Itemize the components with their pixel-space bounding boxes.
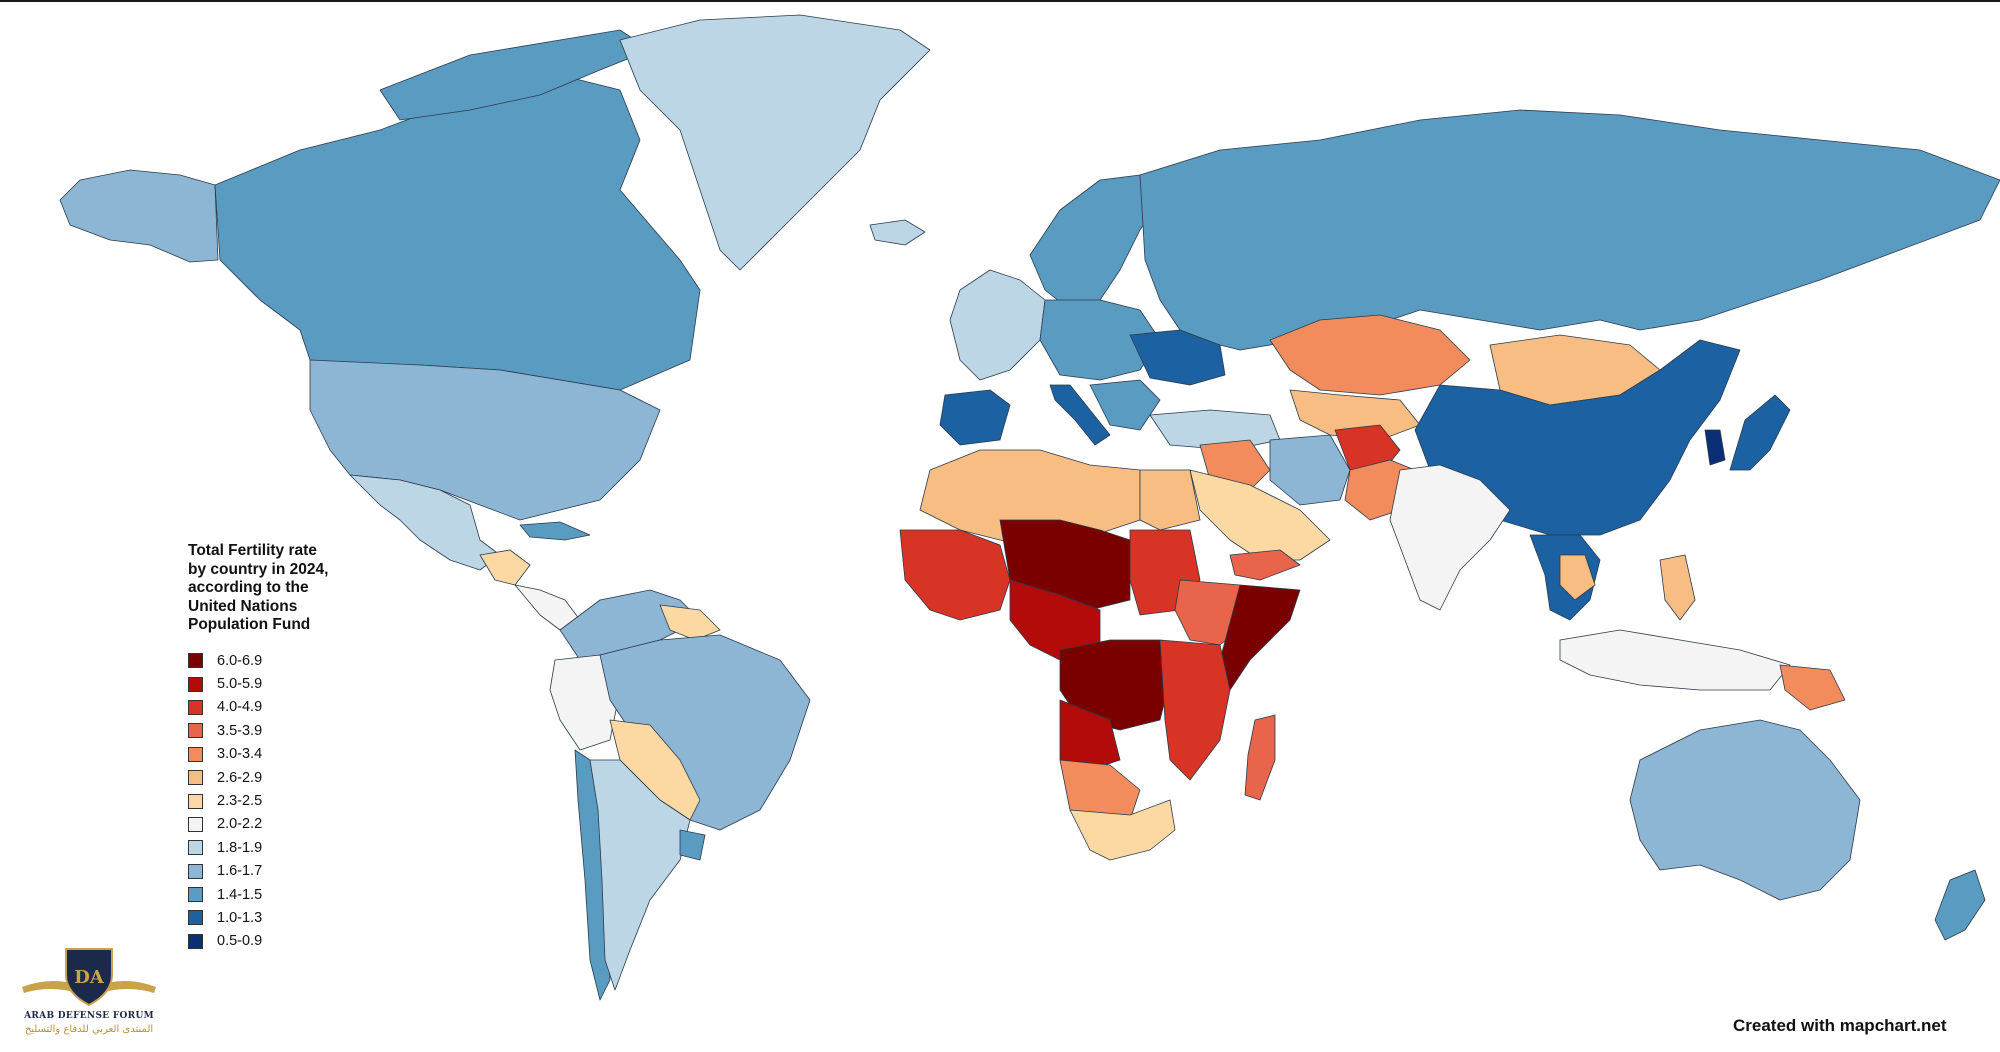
top-border: [0, 0, 2000, 2]
logo-name-ar: المنتدى العربي للدفاع والتسليح: [24, 1024, 154, 1035]
legend-entry: 0.5-0.9: [188, 930, 358, 953]
region-argentina: [589, 759, 691, 991]
region-iran: [1269, 434, 1351, 506]
legend-swatch: [188, 840, 203, 856]
legend-title-line: by country in 2024,: [188, 560, 329, 578]
region-alaska: [59, 169, 219, 263]
shield-icon: [65, 948, 113, 1007]
legend-entry: 1.0-1.3: [188, 906, 358, 929]
region-iceland: [869, 219, 926, 246]
region-greenland: [619, 14, 931, 271]
region-philippines: [1659, 554, 1696, 621]
legend-label: 0.5-0.9: [217, 933, 263, 950]
region-saudi-arabia: [1189, 469, 1331, 561]
region-cuba: [519, 521, 591, 541]
region-west-africa: [899, 529, 1011, 621]
legend-entry: 4.0-4.9: [188, 696, 358, 719]
legend-swatch: [188, 910, 203, 926]
region-new-zealand: [1934, 869, 1986, 941]
region-japan: [1729, 394, 1791, 471]
arab-defense-forum-logo: DA ARAB DEFENSE FORUM المنتدى العربي للد…: [14, 935, 164, 1047]
region-egypt: [1139, 469, 1201, 531]
legend-rows: 6.0-6.9 5.0-5.9 4.0-4.9 3.5-3.9 3.0-3.4 …: [188, 649, 358, 953]
region-guianas: [659, 604, 721, 641]
legend-swatch: [188, 723, 203, 739]
region-yemen: [1229, 549, 1301, 581]
region-iberia: [939, 389, 1011, 446]
region-west-europe: [949, 269, 1046, 381]
legend-label: 1.8-1.9: [217, 839, 263, 856]
region-laos-cambodia: [1559, 554, 1596, 601]
legend-entry: 6.0-6.9: [188, 649, 358, 672]
legend-label: 1.6-1.7: [217, 863, 263, 880]
mapchart-credit: Created with mapchart.net: [1733, 1016, 1947, 1035]
region-italy: [1049, 384, 1111, 446]
region-central-europe: [1039, 299, 1161, 381]
legend-swatch: [188, 770, 203, 786]
region-east-africa: [1159, 639, 1231, 781]
region-madagascar: [1244, 714, 1276, 801]
legend-entry: 1.8-1.9: [188, 836, 358, 859]
legend-entry: 5.0-5.9: [188, 672, 358, 695]
legend-label: 6.0-6.9: [217, 652, 263, 669]
legend-label: 3.0-3.4: [217, 746, 263, 763]
legend-entry: 1.4-1.5: [188, 883, 358, 906]
region-north-america: [309, 359, 661, 521]
legend-swatch: [188, 699, 203, 715]
region-papua: [1779, 664, 1846, 711]
legend-title-line: Population Fund: [188, 616, 311, 634]
legend-label: 4.0-4.9: [217, 699, 263, 716]
legend-entry: 3.5-3.9: [188, 719, 358, 742]
legend-swatch: [188, 746, 203, 762]
legend-entry: 3.0-3.4: [188, 743, 358, 766]
legend-label: 2.0-2.2: [217, 816, 263, 833]
map-legend: Total Fertility rate by country in 2024,…: [188, 542, 358, 953]
region-india: [1389, 464, 1511, 611]
region-uruguay: [679, 829, 706, 861]
region-south-africa: [1069, 799, 1176, 861]
region-canadian-arctic: [379, 29, 651, 121]
legend-label: 5.0-5.9: [217, 676, 263, 693]
legend-entry: 2.6-2.9: [188, 766, 358, 789]
legend-label: 1.0-1.3: [217, 909, 263, 926]
legend-entry: 2.0-2.2: [188, 813, 358, 836]
region-indonesia: [1559, 629, 1791, 691]
region-russia: [1139, 109, 2000, 351]
legend-label: 3.5-3.9: [217, 722, 263, 739]
legend-title-line: United Nations: [188, 597, 298, 615]
legend-label: 2.3-2.5: [217, 793, 263, 809]
region-korea: [1704, 429, 1726, 466]
legend-entry: 1.6-1.7: [188, 859, 358, 882]
region-canada: [214, 74, 701, 391]
legend-label: 2.6-2.9: [217, 769, 263, 786]
legend-title: Total Fertility rate by country in 2024,…: [188, 542, 358, 635]
region-scandinavia: [1029, 174, 1161, 311]
logo-monogram: DA: [74, 967, 105, 988]
region-central-asia: [1289, 389, 1421, 441]
legend-swatch: [188, 933, 203, 949]
eagle-shield-icon: DA: [22, 948, 156, 1007]
legend-swatch: [188, 653, 203, 669]
region-guatemala-honduras: [479, 549, 531, 586]
logo-name-en: ARAB DEFENSE FORUM: [24, 1011, 154, 1021]
legend-swatch: [188, 793, 203, 809]
legend-title-line: Total Fertility rate: [188, 542, 317, 559]
legend-label: 1.4-1.5: [217, 886, 263, 903]
legend-swatch: [188, 887, 203, 903]
legend-swatch: [188, 863, 203, 879]
legend-entry: 2.3-2.5: [188, 789, 358, 812]
region-drc: [1059, 639, 1171, 731]
region-kazakhstan: [1269, 314, 1471, 396]
legend-title-line: according to the: [188, 579, 309, 597]
region-australia: [1629, 719, 1861, 901]
legend-swatch: [188, 676, 203, 692]
legend-swatch: [188, 816, 203, 832]
